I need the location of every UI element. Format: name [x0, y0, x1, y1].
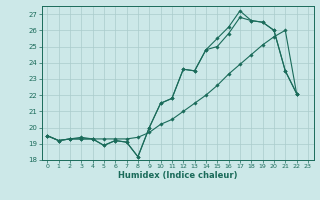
X-axis label: Humidex (Indice chaleur): Humidex (Indice chaleur) [118, 171, 237, 180]
